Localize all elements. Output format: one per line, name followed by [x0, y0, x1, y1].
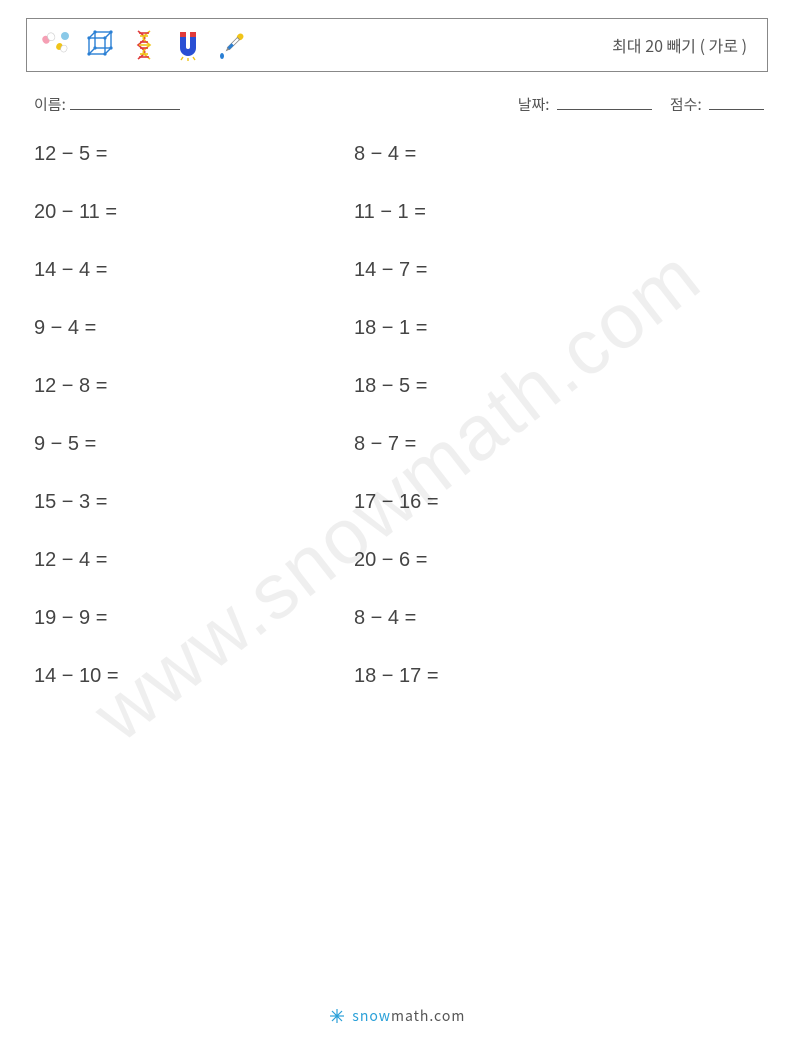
- problem: 19 − 9 =: [34, 607, 354, 630]
- problem: 18 − 5 =: [354, 375, 674, 398]
- footer: snowmath.com: [0, 1002, 794, 1029]
- pill-icon: [39, 28, 73, 62]
- problem: 12 − 8 =: [34, 375, 354, 398]
- cube-icon: [83, 28, 117, 62]
- worksheet-page: 최대 20 빼기 ( 가로 ) 이름: 날짜: 점수: 12 − 5 = 20 …: [0, 0, 794, 1053]
- name-label: 이름:: [34, 94, 66, 115]
- problem: 14 − 10 =: [34, 665, 354, 688]
- info-row: 이름: 날짜: 점수:: [26, 94, 768, 115]
- problem: 14 − 7 =: [354, 259, 674, 282]
- footer-link[interactable]: snowmath.com: [352, 1006, 465, 1026]
- magnet-icon: [171, 28, 205, 62]
- problem: 15 − 3 =: [34, 491, 354, 514]
- problem: 12 − 5 =: [34, 143, 354, 166]
- problems-area: 12 − 5 = 20 − 11 = 14 − 4 = 9 − 4 = 12 −…: [26, 143, 768, 688]
- score-field: 점수:: [670, 94, 764, 115]
- name-field: 이름:: [34, 94, 180, 115]
- problem: 17 − 16 =: [354, 491, 674, 514]
- problem: 9 − 4 =: [34, 317, 354, 340]
- problem: 20 − 6 =: [354, 549, 674, 572]
- score-blank[interactable]: [709, 94, 764, 110]
- footer-dotcom: .com: [429, 1006, 465, 1026]
- date-field: 날짜:: [518, 94, 652, 115]
- problems-column-1: 12 − 5 = 20 − 11 = 14 − 4 = 9 − 4 = 12 −…: [34, 143, 354, 688]
- dna-icon: [127, 28, 161, 62]
- problem: 8 − 4 =: [354, 607, 674, 630]
- worksheet-title: 최대 20 빼기 ( 가로 ): [612, 33, 747, 57]
- header-icons: [39, 28, 249, 62]
- problems-column-2: 8 − 4 = 11 − 1 = 14 − 7 = 18 − 1 = 18 − …: [354, 143, 674, 688]
- snowflake-icon: [329, 1005, 345, 1029]
- problem: 12 − 4 =: [34, 549, 354, 572]
- date-blank[interactable]: [557, 94, 652, 110]
- problem: 20 − 11 =: [34, 201, 354, 224]
- date-label: 날짜:: [518, 94, 550, 115]
- dropper-icon: [215, 28, 249, 62]
- name-blank[interactable]: [70, 94, 180, 110]
- footer-math: math: [391, 1006, 429, 1026]
- problem: 8 − 7 =: [354, 433, 674, 456]
- problem: 8 − 4 =: [354, 143, 674, 166]
- score-label: 점수:: [670, 94, 702, 115]
- problem: 9 − 5 =: [34, 433, 354, 456]
- problem: 11 − 1 =: [354, 201, 674, 224]
- header-box: 최대 20 빼기 ( 가로 ): [26, 18, 768, 72]
- footer-snow: snow: [352, 1006, 391, 1026]
- problem: 18 − 1 =: [354, 317, 674, 340]
- problem: 18 − 17 =: [354, 665, 674, 688]
- problem: 14 − 4 =: [34, 259, 354, 282]
